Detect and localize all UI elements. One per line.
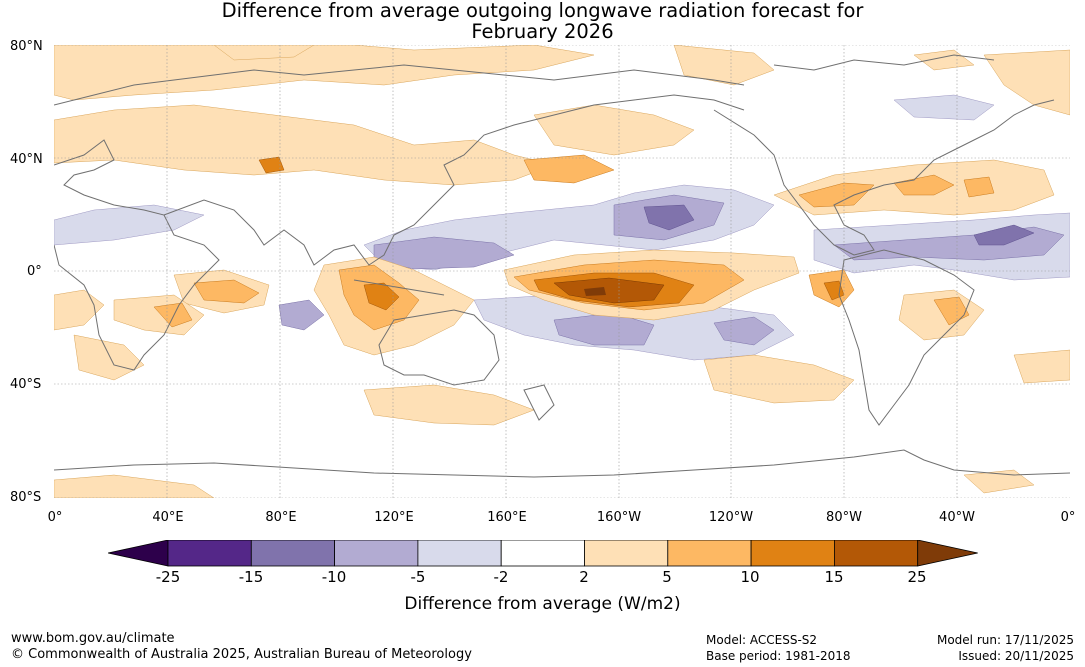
colorbar-caption: Difference from average (W/m2) [404, 594, 681, 614]
colorbar-tick-label: -15 [238, 568, 264, 586]
colorbar-tick-label: 5 [662, 568, 672, 586]
colorbar-tick-label: 2 [579, 568, 589, 586]
north-america-positive-anomalies [258, 154, 1055, 216]
colorbar-segment [250, 540, 336, 567]
colorbar-segment [417, 540, 502, 567]
colorbar-segment [584, 540, 669, 567]
colorbar-segment [167, 540, 252, 567]
lat-label-80n: 80°N [10, 39, 43, 54]
colorbar-segment [500, 540, 585, 567]
map-title-line2: February 2026 [471, 20, 614, 43]
lon-label-80w: 80°W [826, 510, 862, 525]
colorbar-tick-label: -10 [321, 568, 347, 586]
lat-label-40s: 40°S [10, 377, 42, 392]
colorbar-tick-label: -2 [493, 568, 509, 586]
lat-label-40n: 40°N [10, 152, 43, 167]
map-title-line1: Difference from average outgoing longwav… [221, 0, 864, 22]
central-pacific-positive-anomaly [503, 249, 800, 321]
footer-issued: Issued: 20/11/2025 [958, 649, 1074, 663]
colorbar-arrow-high [917, 540, 978, 567]
footer-base-period: Base period: 1981-2018 [706, 649, 851, 663]
lat-label-equator: 0° [27, 264, 42, 279]
footer-website: www.bom.gov.au/climate [11, 631, 175, 646]
colorbar-tick-label: 25 [907, 568, 927, 586]
colorbar [108, 540, 978, 567]
lon-label-0: 0° [47, 510, 63, 525]
lon-label-160w: 160°W [596, 510, 642, 525]
colorbar-tick-label: -5 [410, 568, 426, 586]
lon-label-80e: 80°E [265, 510, 297, 525]
colorbar-arrow-low [108, 540, 169, 567]
colorbar-segments [108, 540, 978, 567]
colorbar-tick-label: 10 [740, 568, 760, 586]
lon-label-0-east: 0° [1060, 510, 1076, 525]
footer-model: Model: ACCESS-S2 [706, 633, 818, 647]
colorbar-segment [334, 540, 419, 567]
lon-label-160e: 160°E [487, 510, 527, 525]
colorbar-tick-label: -25 [155, 568, 181, 586]
lon-label-40e: 40°E [152, 510, 184, 525]
footer-model-run: Model run: 17/11/2025 [936, 633, 1074, 647]
footer-copyright: © Commonwealth of Australia 2025, Austra… [11, 647, 472, 662]
lon-label-120e: 120°E [374, 510, 414, 525]
tropical-positive-anomalies [54, 256, 1070, 498]
gridlines [54, 45, 1070, 498]
colorbar-segment [667, 540, 752, 567]
colorbar-segment [750, 540, 835, 567]
anomaly-map [54, 45, 1070, 498]
coastlines [54, 54, 1070, 478]
lon-label-40w: 40°W [939, 510, 975, 525]
lat-label-80s: 80°S [10, 490, 42, 505]
lon-label-120w: 120°W [708, 510, 754, 525]
colorbar-tick-label: 15 [824, 568, 844, 586]
colorbar-segment [834, 540, 919, 567]
